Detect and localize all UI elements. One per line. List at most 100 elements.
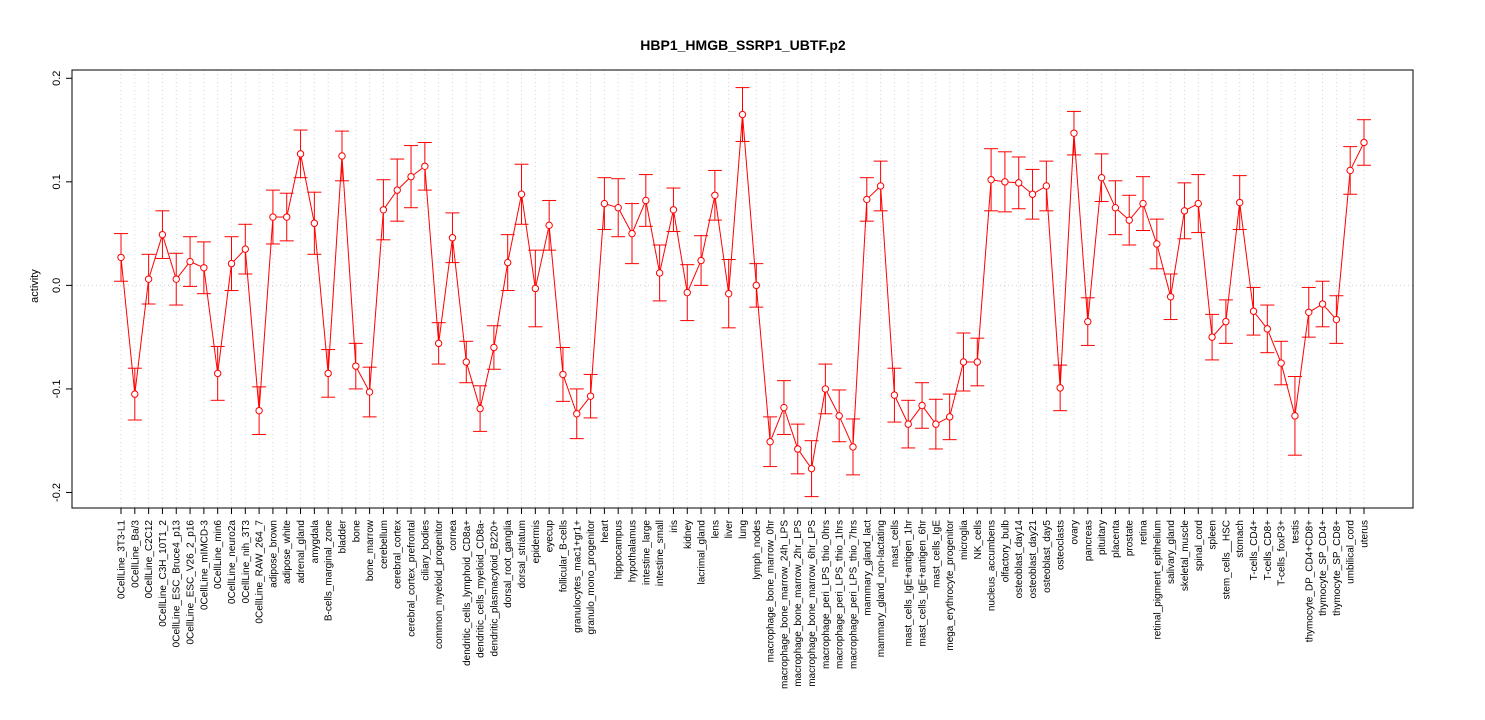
data-point — [1084, 317, 1092, 326]
data-point — [310, 219, 319, 227]
data-point — [255, 406, 263, 415]
x-tick-label: heart — [600, 520, 611, 543]
data-point — [379, 206, 388, 214]
series-segment — [1281, 366, 1295, 413]
x-tick-label: skeletal_muscle — [1180, 520, 1191, 592]
x-tick-label: pituitary — [1097, 520, 1108, 555]
y-tick-label: 0.0 — [51, 278, 63, 293]
data-point — [1263, 325, 1272, 333]
data-point — [669, 206, 678, 214]
series-segment — [521, 197, 536, 286]
data-point — [945, 413, 954, 421]
data-point — [1291, 412, 1299, 420]
x-tick-label: cerebral_cortex — [393, 520, 404, 589]
series-segment — [399, 178, 410, 189]
x-tick-label: macrophage_peri_LPS_thio_1hrs — [835, 520, 846, 669]
data-point — [655, 269, 664, 277]
series-segment — [424, 169, 439, 341]
x-tick-label: umbilical_cord — [1346, 520, 1357, 584]
x-tick-label: thymocyte_SP_CD4+ — [1318, 520, 1329, 616]
series-segment — [384, 192, 396, 208]
y-axis-label: activity — [29, 269, 41, 303]
x-tick-label: bladder — [337, 519, 348, 553]
x-tick-label: 0CellLine_min6 — [213, 520, 224, 589]
data-point — [586, 392, 595, 400]
y-tick-label: -0.2 — [51, 483, 63, 502]
data-point — [172, 275, 180, 283]
data-point — [504, 258, 512, 267]
series-segment — [1087, 180, 1102, 319]
x-tick-label: thymocyte_DP_CD4+CD8+ — [1304, 520, 1315, 642]
series-segment — [413, 167, 423, 176]
data-point — [1305, 308, 1313, 316]
data-point — [711, 191, 719, 199]
x-tick-label: 0CellLine_Ba/3 — [130, 520, 141, 588]
data-point — [131, 390, 139, 398]
series-segment — [192, 262, 202, 267]
data-point — [1015, 179, 1023, 187]
series-segment — [701, 198, 715, 258]
data-point — [628, 229, 636, 238]
x-tick-label: mast_cells_IgE+antigen_1hr — [904, 519, 915, 646]
y-tick-label: 0.1 — [51, 174, 63, 189]
data-point — [296, 150, 305, 158]
x-tick-label: ciliary_bodies — [420, 520, 431, 581]
x-tick-label: common_myeloid_progenitor — [434, 519, 445, 649]
series-segment — [1046, 189, 1061, 385]
x-tick-label: epidermis — [531, 520, 542, 563]
data-point — [1001, 178, 1009, 186]
data-point — [1153, 240, 1161, 248]
x-tick-label: macrophage_bone_marrow_6hr_LPS — [807, 520, 818, 687]
x-tick-label: follicular_B-cells — [558, 520, 569, 592]
series-layer — [114, 87, 1371, 498]
data-point — [490, 343, 498, 352]
series-segment — [258, 220, 274, 408]
series-segment — [507, 197, 522, 260]
series-segment — [1255, 313, 1266, 327]
y-tick-label: 0.2 — [51, 71, 63, 86]
data-point — [407, 172, 415, 181]
x-tick-label: T-cells_foxP3+ — [1277, 520, 1288, 586]
data-point — [766, 438, 774, 446]
series-segment — [852, 202, 868, 444]
x-tick-label: mast_cells_IgE — [931, 520, 942, 588]
series-segment — [341, 159, 357, 363]
data-point — [1180, 207, 1189, 215]
data-point — [545, 221, 553, 230]
data-point — [752, 281, 761, 290]
series-segment — [120, 260, 135, 391]
x-tick-label: 0CellLine_RAW_264_7 — [255, 520, 266, 624]
x-tick-label: osteoclasts — [1056, 520, 1067, 570]
x-tick-label: stem_cells__HSC — [1221, 520, 1232, 599]
x-tick-label: iris — [669, 520, 680, 533]
data-point — [1318, 300, 1327, 308]
data-point — [1056, 384, 1064, 392]
series-segment — [1035, 187, 1044, 194]
x-tick-label: bone — [351, 520, 362, 543]
x-tick-label: granulocytes_mac1+gr1+ — [572, 520, 583, 633]
x-tick-label: bone_marrow — [365, 519, 376, 581]
series-segment — [480, 350, 494, 406]
x-tick-label: adipose_brown — [268, 520, 279, 588]
data-point — [959, 358, 968, 366]
data-point — [1222, 317, 1230, 326]
series-segment — [1268, 331, 1281, 361]
series-segment — [756, 288, 771, 439]
data-point — [904, 420, 912, 428]
series-segment — [134, 282, 149, 391]
series-segment — [895, 397, 908, 422]
x-tick-label: mega_erythrocyte_progenitor — [945, 519, 956, 650]
x-tick-label: salivary_gland — [1166, 520, 1177, 584]
data-point — [987, 176, 995, 184]
series-segment — [217, 266, 232, 371]
x-tick-label: hypothalamus — [628, 520, 639, 582]
series-segment — [728, 117, 743, 291]
data-point — [683, 288, 691, 297]
x-tick-label: 0CellLine_ESC_V26_2_p16 — [186, 520, 197, 645]
data-point — [352, 362, 360, 370]
data-point — [1139, 199, 1147, 208]
series-segment — [1187, 204, 1196, 210]
data-point — [973, 358, 981, 366]
series-segment — [1198, 206, 1213, 335]
